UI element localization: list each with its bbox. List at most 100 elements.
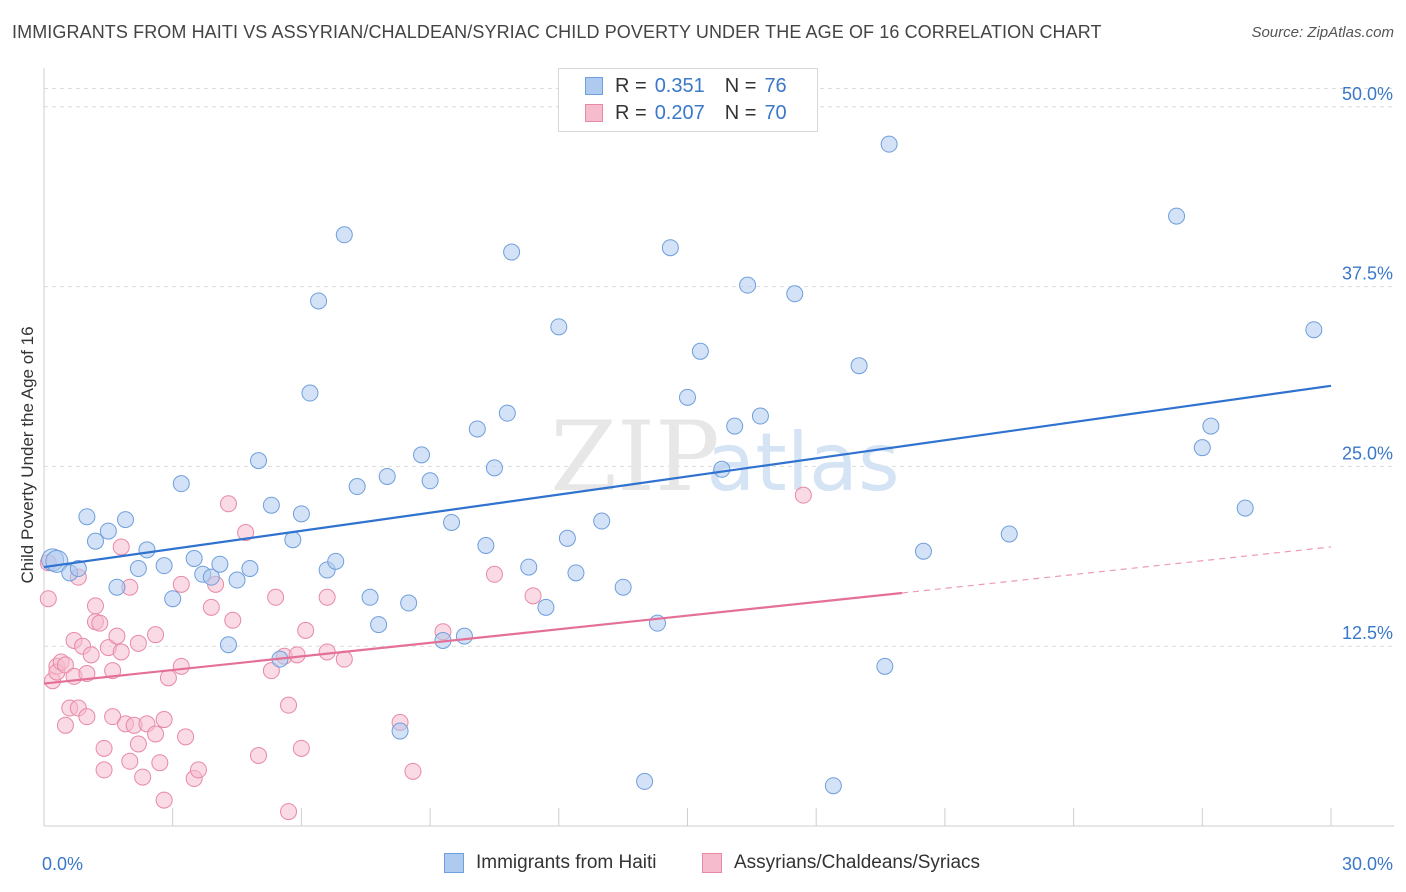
point-haiti <box>228 571 246 589</box>
point-haiti <box>468 420 486 438</box>
point-haiti <box>876 657 894 675</box>
point-assyrians <box>91 614 109 632</box>
point-haiti <box>880 135 898 153</box>
bottom-legend-swatch-haiti <box>444 853 464 873</box>
legend-swatch-assyrians <box>585 104 603 122</box>
point-haiti <box>824 777 842 795</box>
series-haiti-points <box>41 135 1323 795</box>
tick-labels: 12.5% 25.0% 37.5% 50.0% 0.0% 30.0% <box>42 84 1393 874</box>
point-haiti <box>138 541 156 559</box>
point-assyrians <box>280 696 298 714</box>
y-tick-label: 25.0% <box>1342 443 1393 463</box>
point-haiti <box>850 357 868 375</box>
point-haiti <box>550 318 568 336</box>
point-haiti <box>739 276 757 294</box>
trend-line-haiti <box>43 384 1332 569</box>
point-assyrians <box>147 725 165 743</box>
point-assyrians <box>95 739 113 757</box>
point-assyrians <box>82 646 100 664</box>
point-haiti <box>108 578 126 596</box>
x-tick-label: 0.0% <box>42 854 83 874</box>
point-assyrians <box>172 575 190 593</box>
bottom-legend-label-assyrians: Assyrians/Chaldeans/Syriacs <box>734 852 981 873</box>
point-haiti <box>691 342 709 360</box>
point-assyrians <box>121 752 139 770</box>
point-haiti <box>400 594 418 612</box>
point-haiti <box>327 552 345 570</box>
bottom-legend-swatch-assyrians <box>702 853 722 873</box>
point-haiti <box>1202 417 1220 435</box>
y-tick-label: 37.5% <box>1342 264 1393 284</box>
point-haiti <box>301 384 319 402</box>
point-assyrians <box>39 590 57 608</box>
point-assyrians <box>292 739 310 757</box>
point-haiti <box>202 568 220 586</box>
bottom-legend-haiti: Immigrants from Haiti <box>444 852 657 874</box>
point-haiti <box>250 452 267 470</box>
point-assyrians <box>404 762 422 780</box>
point-haiti <box>378 467 396 485</box>
point-assyrians <box>485 565 503 583</box>
point-haiti <box>117 511 135 529</box>
point-haiti <box>262 496 280 514</box>
legend-r-label: R = <box>615 74 647 97</box>
point-haiti <box>1168 207 1186 225</box>
point-haiti <box>914 542 932 560</box>
bottom-legend-label-haiti: Immigrants from Haiti <box>476 852 657 873</box>
legend-r-value-haiti: 0.351 <box>654 74 705 97</box>
point-haiti <box>348 478 366 496</box>
point-haiti <box>129 560 147 578</box>
chart-title: IMMIGRANTS FROM HAITI VS ASSYRIAN/CHALDE… <box>12 22 1102 42</box>
point-haiti <box>310 292 328 310</box>
point-assyrians <box>177 728 195 746</box>
point-haiti <box>751 407 769 425</box>
point-haiti <box>219 636 237 654</box>
point-assyrians <box>108 627 126 645</box>
y-tick-label: 12.5% <box>1342 623 1393 643</box>
point-assyrians <box>794 486 812 504</box>
point-haiti <box>155 557 173 575</box>
point-haiti <box>537 598 555 616</box>
point-haiti <box>558 529 576 547</box>
point-assyrians <box>219 495 237 513</box>
legend-n-value-haiti: 76 <box>764 74 787 97</box>
point-haiti <box>78 508 96 526</box>
point-assyrians <box>318 643 336 661</box>
bottom-legend-assyrians: Assyrians/Chaldeans/Syriacs <box>702 852 980 874</box>
legend-row-haiti: R = 0.351 N = 76 <box>585 73 787 99</box>
point-assyrians <box>129 634 147 652</box>
point-assyrians <box>129 735 147 753</box>
series-assyrians-points <box>39 486 812 821</box>
point-haiti <box>211 555 229 573</box>
source-label: Source: ZipAtlas.com <box>1251 24 1394 41</box>
point-haiti <box>786 285 804 303</box>
point-haiti <box>503 243 521 261</box>
point-assyrians <box>147 626 165 644</box>
legend-swatch-haiti <box>585 77 603 95</box>
point-assyrians <box>112 538 130 556</box>
point-assyrians <box>172 657 190 675</box>
point-haiti <box>485 459 503 477</box>
point-assyrians <box>189 761 207 779</box>
point-haiti <box>284 531 302 549</box>
point-haiti <box>1000 525 1018 543</box>
point-haiti <box>593 512 611 530</box>
point-haiti <box>498 404 516 422</box>
point-assyrians <box>267 588 285 606</box>
point-haiti <box>713 460 731 478</box>
point-assyrians <box>262 662 280 680</box>
point-haiti <box>361 588 379 606</box>
point-haiti <box>726 417 744 435</box>
point-haiti <box>391 722 409 740</box>
y-axis-title: Child Poverty Under the Age of 16 <box>18 326 37 584</box>
point-haiti <box>172 475 190 493</box>
point-haiti <box>164 590 182 608</box>
point-haiti <box>567 564 585 582</box>
correlation-legend: R = 0.351 N = 76 R = 0.207 N = 70 <box>558 68 818 132</box>
point-assyrians <box>104 708 122 726</box>
point-haiti <box>443 513 461 531</box>
point-haiti <box>661 239 679 257</box>
point-assyrians <box>78 665 96 683</box>
point-assyrians <box>151 754 169 772</box>
point-haiti <box>335 226 353 244</box>
